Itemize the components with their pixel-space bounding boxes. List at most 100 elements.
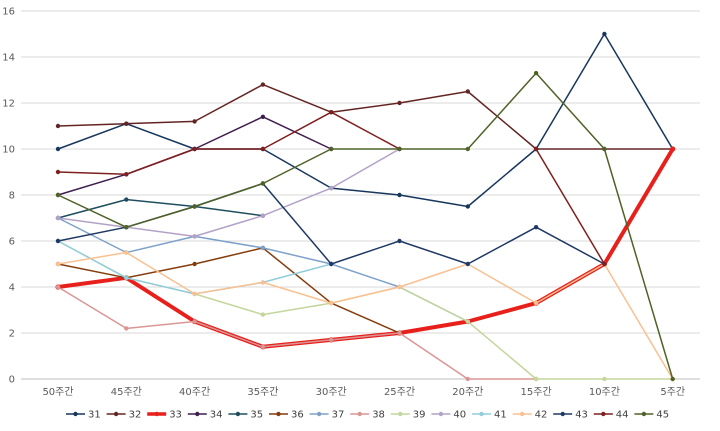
data-point-42 — [329, 300, 334, 306]
legend-label: 32 — [129, 410, 142, 421]
series-line-33 — [56, 147, 675, 349]
x-tick-label: 50주간 — [42, 386, 73, 398]
data-point-39 — [533, 376, 539, 382]
data-point-32 — [192, 119, 197, 124]
legend-item-35: 35 — [228, 410, 263, 421]
data-point-42 — [533, 300, 539, 306]
data-point-45 — [124, 225, 129, 230]
legend-label: 36 — [291, 410, 304, 421]
y-tick-label: 2 — [9, 329, 15, 340]
y-tick-label: 12 — [2, 99, 15, 110]
y-tick-label: 4 — [9, 283, 15, 294]
data-point-32 — [397, 100, 402, 106]
series-line-44 — [535, 148, 606, 265]
series-line-40 — [57, 148, 401, 238]
data-point-42 — [192, 291, 197, 297]
series-line-45 — [57, 72, 674, 380]
series-line-42 — [57, 251, 674, 380]
legend-item-45: 45 — [634, 410, 669, 421]
data-point-45 — [465, 146, 470, 152]
legend-label: 44 — [616, 410, 629, 421]
legend-swatch-marker — [73, 411, 78, 417]
y-tick-label: 6 — [9, 237, 15, 248]
legend-item-41: 41 — [472, 410, 507, 421]
legend: 31 32 33 34 35 36 37 38 39 40 41 42 43 44 45 — [66, 410, 669, 421]
data-point-32 — [260, 82, 266, 87]
legend-item-44: 44 — [593, 410, 629, 421]
data-point-45 — [329, 146, 334, 152]
legend-swatch-marker — [357, 411, 362, 417]
series-lines — [55, 31, 676, 382]
data-point-40 — [192, 234, 197, 239]
data-point-44 — [602, 261, 607, 267]
data-point-36 — [192, 261, 197, 267]
x-tick-label: 40주간 — [179, 386, 210, 398]
series-line-34 — [57, 116, 332, 196]
legend-label: 41 — [494, 410, 507, 421]
data-point-32 — [465, 89, 470, 94]
data-point-43 — [55, 238, 61, 244]
legend-swatch-marker — [479, 411, 484, 417]
x-axis-ticks: 50주간 45주간 40주간 35주간 30주간 25주간 20주간 15주간 10주간 5주간 — [42, 386, 685, 398]
series-36 — [55, 245, 402, 336]
series-40 — [55, 146, 402, 239]
data-point-38 — [397, 330, 402, 336]
data-point-44 — [124, 172, 129, 177]
series-line-39 — [57, 240, 674, 380]
legend-item-32: 32 — [106, 410, 142, 421]
series-line-41 — [57, 240, 332, 295]
legend-label: 39 — [413, 410, 426, 421]
legend-label: 34 — [210, 410, 223, 421]
data-point-44 — [55, 169, 61, 175]
data-point-37 — [260, 245, 266, 251]
data-point-32 — [124, 121, 129, 126]
data-point-42 — [260, 280, 266, 285]
data-point-38 — [260, 344, 266, 349]
series-42 — [55, 250, 675, 382]
data-point-42 — [55, 261, 61, 267]
data-point-31 — [55, 146, 61, 152]
legend-item-38: 38 — [350, 410, 385, 421]
legend-label: 42 — [535, 410, 548, 421]
series-line-37 — [57, 217, 469, 323]
legend-item-43: 43 — [553, 410, 588, 421]
legend-item-37: 37 — [309, 410, 345, 421]
data-point-44 — [192, 146, 197, 152]
data-point-45 — [192, 204, 197, 209]
data-point-42 — [124, 250, 129, 255]
data-point-43 — [533, 225, 539, 230]
series-line-36 — [57, 247, 401, 334]
y-tick-label: 16 — [2, 7, 15, 18]
data-point-45 — [260, 181, 266, 186]
data-point-33 — [670, 146, 676, 152]
legend-swatch-marker — [601, 411, 606, 417]
x-tick-label: 5주간 — [660, 386, 685, 398]
x-tick-label: 10주간 — [589, 386, 620, 398]
gridlines — [21, 10, 700, 380]
data-point-38 — [192, 319, 197, 324]
data-point-38 — [329, 337, 334, 343]
x-tick-label: 25주간 — [384, 386, 415, 398]
data-point-35 — [124, 197, 129, 202]
legend-item-34: 34 — [187, 410, 223, 421]
legend-label: 37 — [332, 410, 345, 421]
data-point-39 — [602, 376, 607, 382]
data-point-43 — [397, 238, 402, 244]
legend-swatch-marker — [560, 411, 565, 417]
legend-swatch-marker — [398, 411, 403, 417]
legend-label: 38 — [372, 410, 385, 421]
series-37 — [55, 215, 470, 324]
data-point-45 — [533, 70, 539, 76]
legend-swatch-marker — [438, 411, 444, 417]
series-line-35 — [57, 198, 264, 219]
data-point-40 — [329, 185, 334, 191]
series-31 — [55, 31, 675, 209]
legend-item-36: 36 — [269, 410, 304, 421]
data-point-45 — [55, 192, 61, 198]
data-point-38 — [55, 284, 61, 290]
x-tick-label: 35주간 — [247, 386, 278, 398]
x-tick-label: 15주간 — [521, 386, 552, 398]
data-point-43 — [465, 261, 470, 267]
